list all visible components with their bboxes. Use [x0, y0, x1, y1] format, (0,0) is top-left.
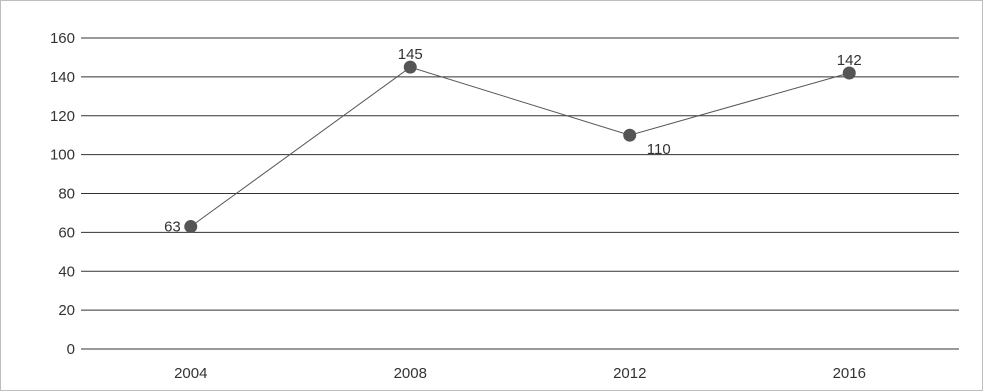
x-tick-label: 2012 — [613, 365, 646, 382]
data-point — [184, 220, 198, 234]
data-label: 110 — [647, 141, 671, 158]
data-point — [842, 66, 856, 80]
series-line — [190, 66, 850, 227]
data-label: 142 — [837, 52, 862, 69]
data-label: 145 — [398, 46, 423, 63]
y-tick-label: 160 — [50, 30, 75, 47]
y-tick-label: 80 — [58, 186, 75, 203]
x-tick-label: 2004 — [174, 365, 207, 382]
y-tick-label: 100 — [50, 147, 75, 164]
y-tick-label: 60 — [58, 224, 75, 241]
y-tick-label: 40 — [58, 263, 75, 280]
data-point — [623, 128, 637, 142]
y-tick-label: 20 — [58, 302, 75, 319]
data-label: 63 — [164, 219, 181, 236]
data-point — [403, 60, 417, 74]
y-tick-label: 0 — [67, 341, 75, 358]
y-tick-label: 120 — [50, 108, 75, 125]
y-tick-label: 140 — [50, 69, 75, 86]
x-tick-label: 2008 — [394, 365, 427, 382]
x-tick-label: 2016 — [833, 365, 866, 382]
